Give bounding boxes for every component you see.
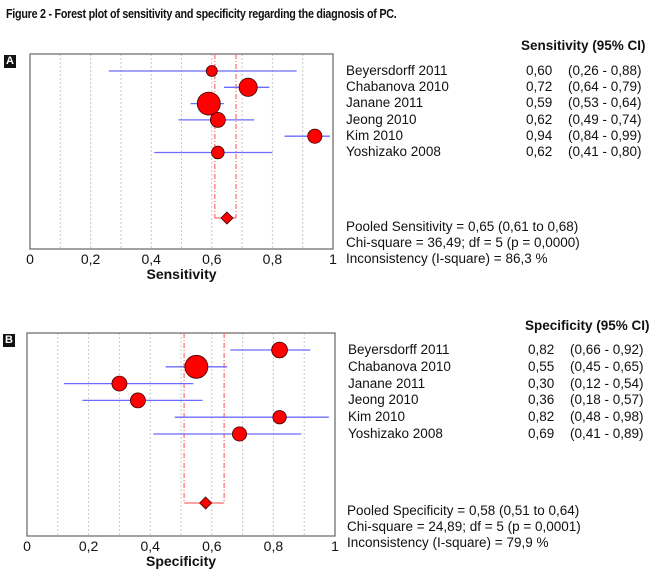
x-tick-label: 0,4 bbox=[141, 251, 161, 267]
x-tick-label: 0 bbox=[23, 538, 31, 554]
study-name: Kim 2010 bbox=[348, 409, 406, 425]
study-name: Kim 2010 bbox=[346, 127, 404, 143]
study-point bbox=[129, 392, 146, 409]
study-ci: (0,49 - 0,74) bbox=[568, 111, 642, 127]
x-tick-label: 0,2 bbox=[81, 251, 101, 267]
study-point bbox=[232, 426, 248, 442]
x-tick-label: 1 bbox=[331, 538, 339, 554]
study-ci: (0,66 - 0,92) bbox=[570, 342, 644, 357]
pooled-sensitivity-text: Pooled Sensitivity = 0,65 (0,61 to 0,68) bbox=[346, 219, 579, 234]
study-name: Beyersdorff 2011 bbox=[348, 342, 450, 357]
study-ci: (0,64 - 0,79) bbox=[568, 79, 642, 95]
x-tick-label: 0,2 bbox=[79, 538, 99, 554]
inconsistency-text: Inconsistency (I-square) = 86,3 % bbox=[346, 251, 548, 266]
inconsistency-text: Inconsistency (I-square) = 79,9 % bbox=[347, 535, 549, 550]
study-estimate: 0,72 bbox=[526, 79, 553, 95]
figure-title: Figure 2 - Forest plot of sensitivity an… bbox=[6, 7, 397, 21]
study-estimate: 0,55 bbox=[528, 358, 555, 374]
panel-b-label: B bbox=[3, 334, 15, 347]
study-point bbox=[184, 354, 209, 379]
study-ci: (0,41 - 0,80) bbox=[568, 144, 642, 159]
study-point bbox=[205, 65, 218, 77]
pooled-specificity-text: Pooled Specificity = 0,58 (0,51 to 0,64) bbox=[347, 503, 580, 518]
chi-square-text: Chi-square = 24,89; df = 5 (p = 0,0001) bbox=[347, 519, 581, 534]
specificity-column-header: Specificity (95% CI) bbox=[525, 318, 650, 333]
study-ci: (0,45 - 0,65) bbox=[570, 358, 644, 374]
study-estimate: 0,36 bbox=[528, 392, 555, 408]
plot-frame bbox=[29, 53, 334, 250]
x-axis-label: Specificity bbox=[146, 553, 216, 569]
study-estimate: 0,82 bbox=[528, 409, 555, 425]
study-point bbox=[271, 341, 288, 359]
study-estimate: 0,94 bbox=[526, 127, 553, 143]
study-estimate: 0,69 bbox=[528, 426, 555, 441]
study-ci: (0,84 - 0,99) bbox=[568, 127, 642, 143]
study-name: Beyersdorff 2011 bbox=[346, 63, 448, 78]
study-name: Jeong 2010 bbox=[348, 392, 419, 408]
study-ci: (0,18 - 0,57) bbox=[570, 392, 644, 408]
sensitivity-summary-stats: Pooled Sensitivity = 0,65 (0,61 to 0,68)… bbox=[346, 219, 580, 267]
study-point bbox=[211, 145, 225, 160]
panel-a-label: A bbox=[4, 55, 16, 68]
x-tick-label: 0,6 bbox=[202, 251, 222, 267]
study-point bbox=[209, 112, 226, 128]
x-tick-label: 0,4 bbox=[140, 538, 160, 554]
study-estimate: 0,59 bbox=[526, 95, 553, 111]
study-point bbox=[307, 128, 323, 144]
study-point bbox=[196, 91, 221, 116]
specificity-summary-stats: Pooled Specificity = 0,58 (0,51 to 0,64)… bbox=[347, 503, 581, 551]
x-tick-label: 0,8 bbox=[263, 251, 283, 267]
study-name: Chabanova 2010 bbox=[346, 79, 449, 95]
study-estimate: 0,62 bbox=[526, 144, 553, 159]
study-name: Yoshizako 2008 bbox=[346, 144, 441, 159]
pooled-estimate-diamond bbox=[199, 496, 213, 510]
study-name: Janane 2011 bbox=[346, 95, 424, 111]
x-tick-label: 1 bbox=[329, 251, 337, 267]
x-tick-label: 0,8 bbox=[264, 538, 284, 554]
study-point bbox=[111, 375, 128, 392]
study-estimate: 0,30 bbox=[528, 375, 555, 391]
x-tick-label: 0 bbox=[26, 251, 34, 267]
study-name: Jeong 2010 bbox=[346, 111, 417, 127]
study-estimate: 0,60 bbox=[526, 63, 553, 78]
study-name: Yoshizako 2008 bbox=[348, 426, 443, 441]
sensitivity-column-header: Sensitivity (95% CI) bbox=[521, 38, 646, 53]
study-ci: (0,41 - 0,89) bbox=[570, 426, 644, 441]
study-name: Janane 2011 bbox=[348, 375, 426, 391]
study-ci: (0,26 - 0,88) bbox=[568, 63, 642, 78]
study-ci: (0,12 - 0,54) bbox=[570, 375, 644, 391]
study-name: Chabanova 2010 bbox=[348, 358, 451, 374]
x-tick-label: 0,6 bbox=[202, 538, 222, 554]
study-point bbox=[238, 77, 258, 97]
study-ci: (0,48 - 0,98) bbox=[570, 409, 644, 425]
x-axis-label: Sensitivity bbox=[146, 266, 216, 282]
study-estimate: 0,62 bbox=[526, 111, 553, 127]
study-point bbox=[272, 410, 287, 425]
study-ci: (0,53 - 0,64) bbox=[568, 95, 642, 111]
pooled-estimate-diamond bbox=[220, 211, 234, 225]
study-estimate: 0,82 bbox=[528, 342, 555, 357]
chi-square-text: Chi-square = 36,49; df = 5 (p = 0,0000) bbox=[346, 235, 580, 250]
plot-frame bbox=[26, 332, 336, 537]
